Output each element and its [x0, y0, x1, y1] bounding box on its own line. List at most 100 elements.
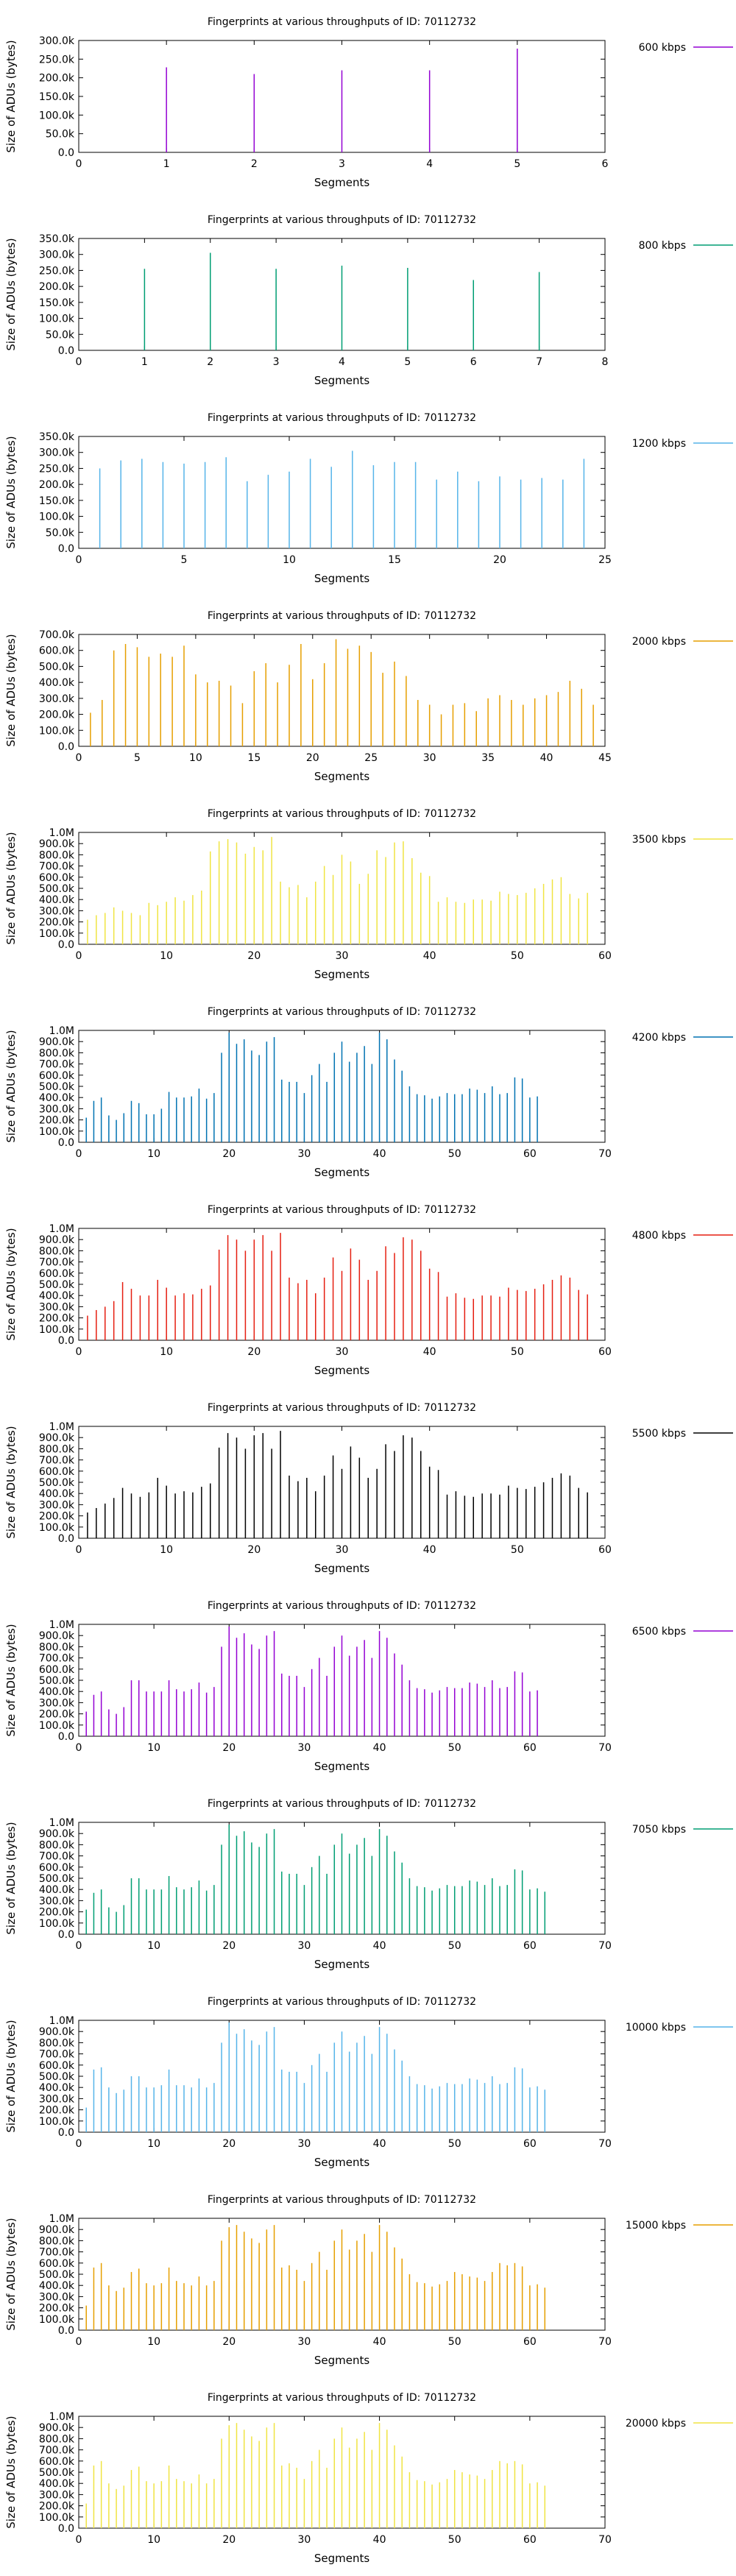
y-tick-label: 250.0k [39, 54, 75, 66]
chart-panel: Fingerprints at various throughputs of I… [4, 610, 733, 783]
y-tick-label: 800.0k [39, 2037, 75, 2049]
y-tick-label: 50.0k [46, 527, 75, 539]
legend-label: 1200 kbps [632, 438, 686, 450]
x-tick-label: 60 [598, 950, 612, 962]
x-axis-label: Segments [314, 1364, 370, 1377]
y-tick-label: 400.0k [39, 1884, 75, 1896]
x-tick-label: 60 [523, 1940, 537, 1952]
x-tick-label: 5 [181, 554, 188, 566]
y-tick-label: 300.0k [39, 1697, 75, 1709]
chart-panel: Fingerprints at various throughputs of I… [4, 1996, 733, 2169]
y-tick-label: 400.0k [39, 2280, 75, 2292]
x-tick-label: 60 [523, 2138, 537, 2150]
y-tick-label: 700.0k [39, 1851, 75, 1863]
y-tick-label: 0.0 [58, 1137, 74, 1149]
legend-label: 5500 kbps [632, 1428, 686, 1440]
y-axis-label: Size of ADUs (bytes) [4, 2416, 18, 2528]
chart-panel: Fingerprints at various throughputs of I… [4, 1600, 733, 1773]
legend-label: 6500 kbps [632, 1626, 686, 1638]
y-tick-label: 900.0k [39, 1234, 75, 1246]
x-tick-label: 10 [147, 2336, 160, 2348]
x-axis-label: Segments [314, 1166, 370, 1179]
chart-panel: Fingerprints at various throughputs of I… [4, 412, 733, 585]
x-tick-label: 20 [222, 1940, 236, 1952]
x-tick-label: 45 [598, 752, 612, 764]
x-tick-label: 40 [373, 2138, 386, 2150]
x-tick-label: 30 [336, 950, 349, 962]
y-tick-label: 100.0k [39, 512, 75, 523]
y-tick-label: 150.0k [39, 297, 75, 309]
x-tick-label: 10 [147, 1940, 160, 1952]
y-tick-label: 500.0k [39, 1675, 75, 1687]
y-axis-label: Size of ADUs (bytes) [4, 1822, 18, 1934]
y-tick-label: 800.0k [39, 1245, 75, 1257]
x-tick-label: 40 [373, 1148, 386, 1160]
x-tick-label: 5 [134, 752, 141, 764]
y-tick-label: 600.0k [39, 645, 75, 657]
y-tick-label: 700.0k [39, 1059, 75, 1071]
x-tick-label: 25 [598, 554, 612, 566]
y-tick-label: 600.0k [39, 1862, 75, 1874]
x-tick-label: 35 [481, 752, 495, 764]
x-tick-label: 3 [339, 158, 345, 170]
y-tick-label: 700.0k [39, 2049, 75, 2061]
y-tick-label: 300.0k [39, 2489, 75, 2501]
y-tick-label: 500.0k [39, 1279, 75, 1291]
y-tick-label: 250.0k [39, 463, 75, 475]
y-axis-label: Size of ADUs (bytes) [4, 436, 18, 548]
x-tick-label: 70 [598, 1148, 612, 1160]
y-tick-label: 500.0k [39, 1477, 75, 1489]
chart-title: Fingerprints at various throughputs of I… [208, 1006, 476, 1018]
x-axis-label: Segments [314, 968, 370, 981]
x-axis-label: Segments [314, 770, 370, 783]
x-tick-label: 70 [598, 2336, 612, 2348]
x-tick-label: 0 [76, 2138, 82, 2150]
x-tick-label: 40 [423, 1346, 436, 1358]
y-tick-label: 800.0k [39, 1839, 75, 1851]
legend-label: 10000 kbps [626, 2022, 686, 2034]
y-tick-label: 300.0k [39, 2291, 75, 2303]
x-tick-label: 0 [76, 1940, 82, 1952]
chart-title: Fingerprints at various throughputs of I… [208, 1798, 476, 1810]
legend-label: 20000 kbps [626, 2418, 686, 2430]
y-tick-label: 100.0k [39, 1126, 75, 1138]
x-tick-label: 10 [189, 752, 202, 764]
y-tick-label: 0.0 [58, 1335, 74, 1347]
y-tick-label: 400.0k [39, 677, 75, 689]
x-tick-label: 7 [536, 356, 542, 368]
y-tick-label: 300.0k [39, 1895, 75, 1907]
x-tick-label: 20 [222, 1742, 236, 1754]
x-tick-label: 40 [373, 1742, 386, 1754]
x-tick-label: 0 [76, 356, 82, 368]
x-tick-label: 20 [247, 950, 261, 962]
x-tick-label: 60 [598, 1544, 612, 1556]
y-tick-label: 700.0k [39, 2247, 75, 2259]
x-tick-label: 20 [222, 2336, 236, 2348]
y-tick-label: 900.0k [39, 2224, 75, 2236]
y-tick-label: 0.0 [58, 1929, 74, 1941]
y-axis-label: Size of ADUs (bytes) [4, 1030, 18, 1142]
x-tick-label: 10 [147, 2534, 160, 2546]
y-tick-label: 600.0k [39, 1070, 75, 1082]
y-tick-label: 100.0k [39, 1324, 75, 1336]
y-tick-label: 0.0 [58, 741, 74, 753]
x-tick-label: 15 [247, 752, 261, 764]
chart-title: Fingerprints at various throughputs of I… [208, 1204, 476, 1216]
x-axis-label: Segments [314, 1958, 370, 1971]
y-tick-label: 900.0k [39, 1630, 75, 1642]
x-tick-label: 60 [523, 1742, 537, 1754]
x-tick-label: 20 [247, 1544, 261, 1556]
y-tick-label: 1.0M [49, 1421, 74, 1433]
y-tick-label: 200.0k [39, 479, 75, 491]
y-tick-label: 50.0k [46, 129, 75, 141]
x-tick-label: 6 [602, 158, 609, 170]
x-tick-label: 0 [76, 950, 82, 962]
x-tick-label: 10 [160, 1346, 173, 1358]
y-tick-label: 100.0k [39, 1720, 75, 1732]
y-tick-label: 100.0k [39, 2314, 75, 2326]
y-tick-label: 200.0k [39, 2501, 75, 2513]
chart-title: Fingerprints at various throughputs of I… [208, 16, 476, 28]
y-axis-label: Size of ADUs (bytes) [4, 832, 18, 944]
plot-frame [78, 436, 606, 549]
y-tick-label: 150.0k [39, 495, 75, 507]
